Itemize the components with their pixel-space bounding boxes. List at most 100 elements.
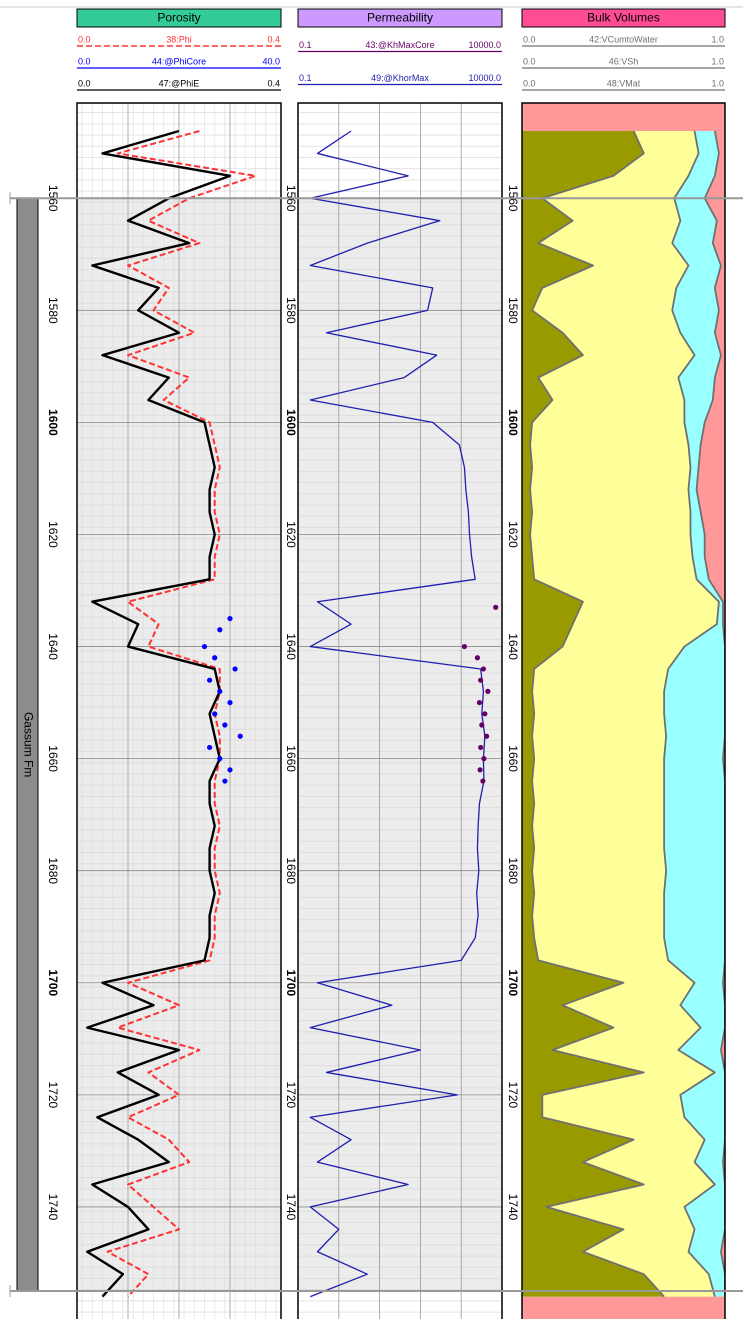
core-point: [222, 722, 228, 728]
depth-label: 1640: [46, 633, 60, 660]
depth-label: 1680: [284, 857, 298, 884]
log-curve: [663, 130, 720, 1297]
core-point: [227, 615, 233, 622]
scale-min: 0.1: [299, 40, 312, 50]
track-frame: [521, 102, 726, 1319]
core-point: [482, 711, 488, 717]
core-point: [212, 711, 218, 717]
log-curve: [86, 129, 232, 1298]
core-point: [477, 767, 483, 773]
log-curve: [309, 130, 486, 1298]
series-name: 46:VSh: [609, 56, 639, 66]
core-point: [212, 655, 218, 661]
area-fill: [522, 131, 665, 1297]
depth-label: 1620: [506, 521, 520, 548]
depth-label: 1740: [284, 1194, 298, 1221]
core-point: [480, 666, 486, 672]
track-plot: [522, 103, 725, 1319]
depth-label: 1740: [46, 1194, 60, 1221]
core-point: [481, 756, 487, 762]
scale-max: 40.0: [262, 56, 280, 66]
core-point: [478, 744, 484, 751]
track-plot: [298, 103, 502, 1319]
scale-min: 0.0: [78, 78, 91, 88]
core-point: [484, 733, 490, 739]
scale-min: 0.0: [78, 34, 91, 44]
scale-min: 0.0: [78, 56, 91, 66]
track-title: Porosity: [157, 11, 200, 25]
series-name: 38:Phi: [166, 34, 192, 44]
series-name: 43:@KhMaxCore: [365, 40, 434, 50]
scale-max: 0.4: [267, 78, 280, 88]
track-title: Bulk Volumes: [587, 11, 660, 25]
depth-label: 1600: [46, 409, 60, 436]
depth-label: 1720: [506, 1082, 520, 1109]
series-name: 42:VCumtoWater: [589, 34, 658, 44]
core-point: [207, 744, 213, 751]
core-point: [474, 655, 481, 661]
depth-label: 1660: [506, 745, 520, 772]
series-name: 44:@PhiCore: [152, 56, 206, 66]
core-point: [222, 778, 228, 784]
core-point: [476, 699, 483, 706]
depth-label: 1720: [46, 1082, 60, 1109]
core-point: [479, 722, 485, 728]
track-frame: [76, 102, 282, 1319]
core-point: [480, 778, 486, 784]
depth-label: 1700: [506, 969, 520, 996]
depth-label: 1720: [284, 1082, 298, 1109]
depth-label: 1580: [46, 297, 60, 324]
core-point: [217, 627, 223, 633]
depth-label: 1620: [46, 521, 60, 548]
core-point: [485, 688, 491, 694]
track-header: [76, 8, 282, 28]
core-point: [237, 733, 243, 739]
track-frame: [297, 102, 503, 1319]
scale-max: 10000.0: [468, 40, 501, 50]
scale-min: 0.0: [523, 78, 536, 88]
scale-min: 0.0: [523, 34, 536, 44]
core-point: [461, 643, 468, 650]
depth-label: 1680: [46, 857, 60, 884]
depth-label: 1700: [46, 969, 60, 996]
depth-label: 1660: [46, 745, 60, 772]
core-point: [478, 677, 484, 683]
core-point: [227, 699, 233, 706]
track-plot: [77, 103, 281, 1319]
depth-label: 1600: [284, 409, 298, 436]
core-point: [217, 756, 223, 762]
core-point: [201, 643, 208, 650]
minor-grid: [298, 103, 502, 1319]
depth-label: 1660: [284, 745, 298, 772]
track-header: [521, 8, 726, 28]
zone-label: Gassum Fm: [21, 712, 35, 777]
depth-label: 1640: [506, 633, 520, 660]
depth-label: 1580: [506, 297, 520, 324]
series-name: 49:@KhorMax: [371, 73, 429, 83]
core-point: [207, 677, 213, 683]
depth-label: 1640: [284, 633, 298, 660]
core-point: [227, 767, 233, 773]
depth-label: 1700: [284, 969, 298, 996]
depth-label: 1600: [506, 409, 520, 436]
series-name: 47:@PhiE: [159, 78, 200, 88]
scale-max: 1.0: [711, 34, 724, 44]
depth-label: 1680: [506, 857, 520, 884]
depth-label: 1580: [284, 297, 298, 324]
scale-max: 0.4: [267, 34, 280, 44]
series-name: 48:VMat: [607, 78, 641, 88]
log-curve: [529, 130, 665, 1298]
core-point: [493, 604, 499, 610]
scale-max: 10000.0: [468, 73, 501, 83]
track-title: Permeability: [367, 11, 433, 25]
scale-max: 1.0: [711, 56, 724, 66]
scale-min: 0.1: [299, 73, 312, 83]
track-header: [297, 8, 503, 28]
depth-label: 1620: [284, 521, 298, 548]
log-curve: [695, 130, 725, 1297]
scale-max: 1.0: [711, 78, 724, 88]
scale-min: 0.0: [523, 56, 536, 66]
depth-label: 1740: [506, 1194, 520, 1221]
